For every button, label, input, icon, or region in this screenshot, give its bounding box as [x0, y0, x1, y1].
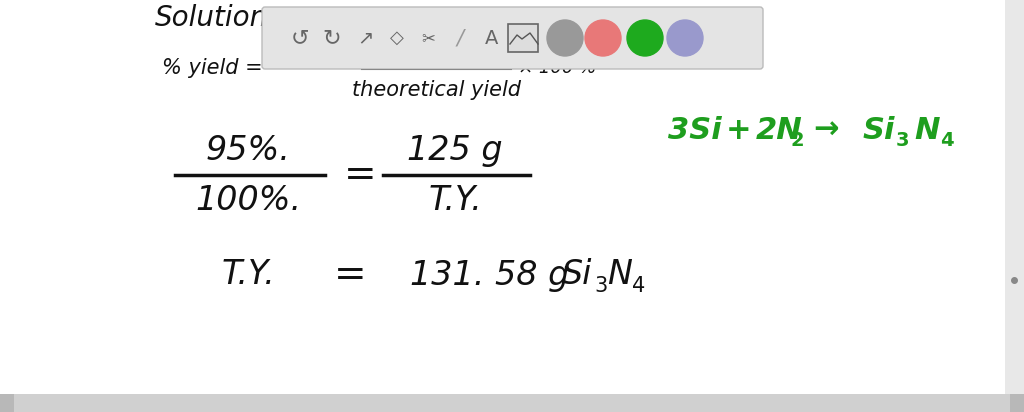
Text: N: N	[607, 258, 632, 292]
Text: →: →	[813, 115, 839, 145]
Text: ✂: ✂	[421, 29, 435, 47]
Text: 125 g: 125 g	[408, 133, 503, 166]
Text: ↻: ↻	[323, 28, 341, 48]
Text: theoretical yield: theoretical yield	[351, 80, 520, 100]
Bar	[1005, 0, 1024, 394]
Text: =: =	[344, 156, 376, 194]
Text: 2N: 2N	[756, 115, 803, 145]
Text: 3: 3	[594, 276, 607, 296]
Text: Si: Si	[562, 258, 592, 292]
Circle shape	[627, 20, 663, 56]
Bar	[0, 394, 1024, 412]
Text: 100%.: 100%.	[195, 183, 301, 216]
Text: 3: 3	[896, 131, 909, 150]
Text: ↺: ↺	[291, 28, 309, 48]
Text: =: =	[334, 256, 367, 294]
Text: T.Y.: T.Y.	[221, 258, 274, 292]
Text: Si: Si	[863, 115, 896, 145]
Text: Solution: Solution	[155, 4, 268, 32]
Text: T.Y.: T.Y.	[428, 183, 482, 216]
Bar	[1010, 394, 1024, 412]
Bar	[508, 24, 538, 52]
FancyBboxPatch shape	[262, 7, 763, 69]
Text: % yield =: % yield =	[162, 58, 262, 78]
Text: A: A	[485, 28, 499, 47]
Text: ◇: ◇	[390, 29, 403, 47]
Text: N: N	[914, 115, 939, 145]
Text: 2: 2	[790, 131, 804, 150]
Text: × 100 %: × 100 %	[518, 59, 596, 77]
Text: 95%.: 95%.	[206, 133, 291, 166]
Text: 3Si: 3Si	[668, 115, 722, 145]
Circle shape	[667, 20, 703, 56]
Text: 131. 58 g: 131. 58 g	[410, 258, 569, 292]
Text: 4: 4	[632, 276, 645, 296]
Text: /: /	[457, 28, 464, 48]
Circle shape	[547, 20, 583, 56]
Text: +: +	[726, 115, 752, 145]
Text: ↗: ↗	[356, 28, 373, 47]
Bar	[0, 394, 14, 412]
Circle shape	[585, 20, 621, 56]
Text: 4: 4	[940, 131, 953, 150]
